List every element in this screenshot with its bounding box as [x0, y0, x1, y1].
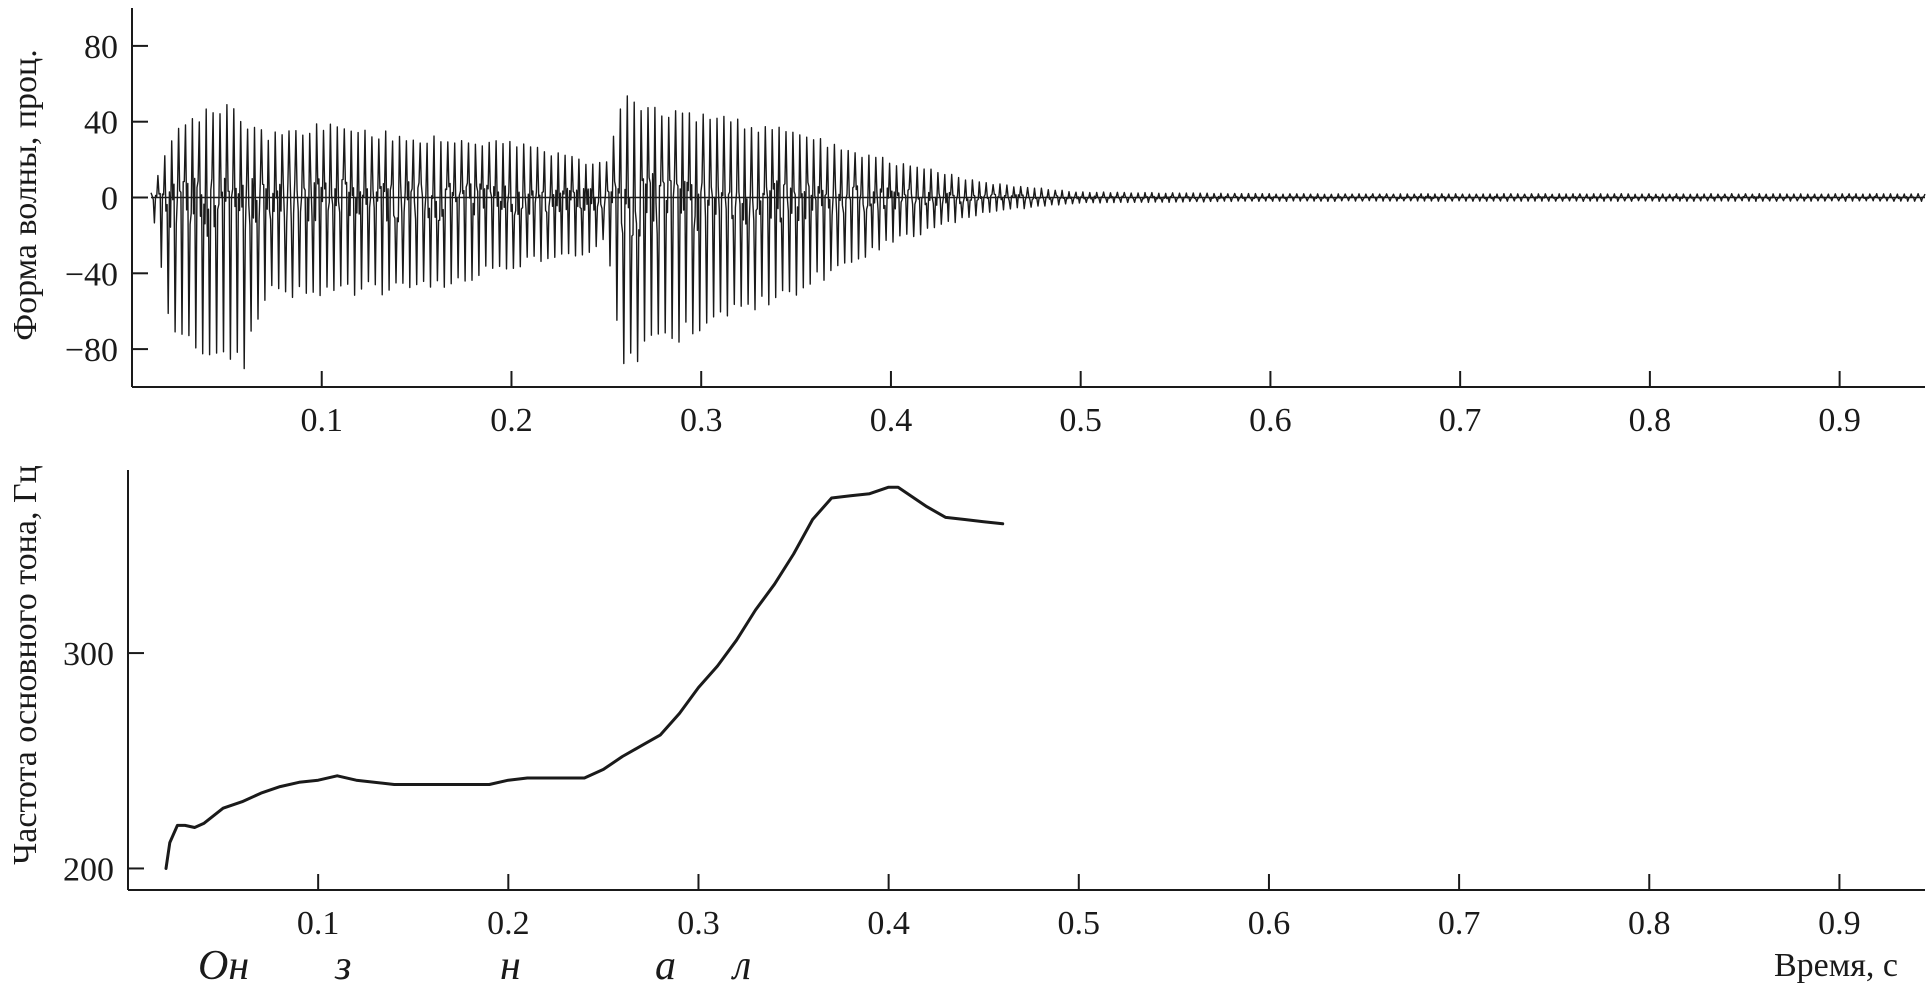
pitch-y-tick-label: 300 [63, 636, 114, 673]
syllable-annotation: н [500, 943, 521, 989]
pitch-x-tick-label: 0.1 [297, 905, 340, 942]
waveform-y-tick-label: −40 [65, 256, 118, 293]
pitch-y-ticks: 200 300 [63, 636, 144, 888]
pitch-x-tick-label: 0.4 [867, 905, 910, 942]
pitch-x-tick-label: 0.9 [1818, 905, 1861, 942]
pitch-x-tick-label: 0.8 [1628, 905, 1671, 942]
waveform-x-tick-label: 0.4 [870, 402, 913, 439]
waveform-y-tick-label: 0 [101, 181, 118, 218]
waveform-x-tick-label: 0.9 [1818, 402, 1861, 439]
waveform-panel: 0.1 0.2 0.3 0.4 0.5 0.6 0.7 0.8 0.9 −80−4004080 … [7, 8, 1926, 439]
syllable-annotation: а [655, 943, 676, 989]
waveform-x-tick-label: 0.1 [300, 402, 343, 439]
pitch-x-tick-label: 0.2 [487, 905, 530, 942]
pitch-x-tick-label: 0.6 [1248, 905, 1291, 942]
waveform-trace [150, 95, 1926, 370]
syllable-annotation: з [334, 943, 351, 989]
pitch-x-tick-label: 0.7 [1438, 905, 1481, 942]
pitch-x-tick-label: 0.5 [1058, 905, 1101, 942]
pitch-y-tick-label: 200 [63, 851, 114, 888]
waveform-x-tick-label: 0.3 [680, 402, 723, 439]
waveform-x-tick-label: 0.2 [490, 402, 533, 439]
pitch-contour-line [164, 485, 1005, 870]
syllable-annotation: л [731, 943, 751, 989]
waveform-x-tick-label: 0.8 [1629, 402, 1672, 439]
waveform-y-ticks: −80 −40 0 40 80 [65, 29, 148, 369]
waveform-y-axis-label: Форма волны, проц. [7, 49, 44, 341]
pitch-panel: 0.1 0.2 0.3 0.4 0.5 0.6 0.7 0.8 0.9 200 300 Часто… [7, 465, 1925, 989]
pitch-y-axis-label: Частота основного тона, Гц [7, 465, 44, 865]
waveform-x-tick-label: 0.6 [1249, 402, 1292, 439]
waveform-x-tick-label: 0.5 [1059, 402, 1102, 439]
waveform-x-tick-label: 0.7 [1439, 402, 1482, 439]
waveform-y-tick-label: −80 [65, 332, 118, 369]
pitch-x-tick-label: 0.3 [677, 905, 720, 942]
pitch-x-ticks: 0.1 0.2 0.3 0.4 0.5 0.6 0.7 0.8 0.9 [297, 874, 1861, 942]
waveform-y-tick-label: 40 [84, 105, 118, 142]
pitch-x-axis-label: Время, с [1774, 947, 1898, 984]
waveform-y-tick-label: 80 [84, 29, 118, 66]
waveform-x-ticks: 0.1 0.2 0.3 0.4 0.5 0.6 0.7 0.8 0.9 [300, 371, 1861, 439]
syllable-annotation: Он [198, 943, 249, 989]
